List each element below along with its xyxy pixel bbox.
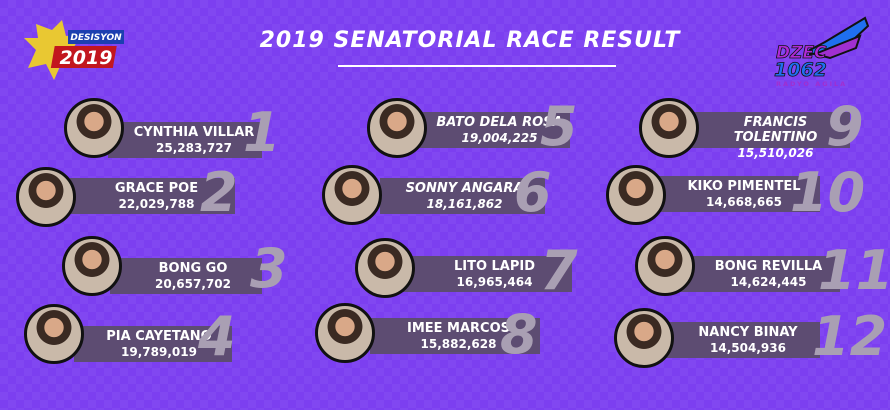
candidate-photo — [606, 165, 666, 225]
rank-number: 3 — [250, 237, 288, 300]
vote-count: 16,965,464 — [456, 275, 533, 289]
vote-count: 14,668,665 — [706, 195, 782, 209]
candidate-name: LITO LAPID — [453, 259, 536, 274]
result-bar: GRACE POE 22,029,788 — [70, 178, 235, 214]
result-bar: FRANCIS TOLENTINO 15,510,026 — [680, 112, 850, 160]
svg-text:DZEC: DZEC — [776, 43, 827, 63]
candidate-name: FRANCIS TOLENTINO — [733, 115, 818, 145]
rank-number: 8 — [500, 303, 538, 366]
vote-count: 19,004,225 — [461, 131, 538, 145]
rank-number: 4 — [198, 305, 236, 368]
result-bar: KIKO PIMENTEL 14,668,665 — [650, 176, 820, 212]
vote-count: 22,029,788 — [118, 197, 195, 211]
title-underline — [338, 65, 616, 67]
result-bar: BONG GO 20,657,702 — [110, 258, 262, 294]
candidate-photo — [322, 165, 382, 225]
candidate-name: CYNTHIA VILLAR — [133, 125, 255, 140]
candidate-photo — [367, 98, 427, 158]
candidate-name: BONG GO — [158, 261, 228, 276]
svg-text:RADYO AGILA: RADYO AGILA — [776, 80, 847, 86]
candidate-name: PIA CAYETANO — [106, 329, 212, 344]
vote-count: 14,504,936 — [710, 341, 786, 355]
dzec-radyo-agila-logo: DZEC 1062 RADYO AGILA — [774, 16, 870, 86]
result-bar: SONNY ANGARA 18,161,862 — [380, 178, 545, 214]
vote-count: 20,657,702 — [155, 277, 231, 291]
candidate-name: IMEE MARCOS — [406, 321, 511, 336]
rank-number: 7 — [540, 239, 578, 302]
candidate-name: KIKO PIMENTEL — [687, 179, 801, 194]
candidate-name: GRACE POE — [114, 181, 199, 196]
vote-count: 19,789,019 — [121, 345, 197, 359]
candidate-photo — [315, 303, 375, 363]
rank-number: 11 — [818, 239, 890, 302]
rank-number: 12 — [812, 305, 888, 368]
vote-count: 18,161,862 — [426, 197, 503, 211]
rank-number: 1 — [243, 101, 281, 164]
result-bar: CYNTHIA VILLAR 25,283,727 — [108, 122, 262, 158]
desisyon-ng-bayan-logo: DESISYON 2019 — [24, 20, 124, 80]
page-title: 2019 SENATORIAL RACE RESULT — [259, 28, 681, 53]
result-bar: LITO LAPID 16,965,464 — [400, 256, 572, 292]
candidate-photo — [64, 98, 124, 158]
result-bar: IMEE MARCOS 15,882,628 — [370, 318, 540, 354]
candidate-photo — [62, 236, 122, 296]
vote-count: 15,882,628 — [420, 337, 497, 351]
result-bar: NANCY BINAY 14,504,936 — [660, 322, 820, 358]
rank-number: 10 — [790, 161, 866, 224]
result-bar: BATO DELA ROSA 19,004,225 — [410, 112, 570, 148]
candidate-photo — [16, 167, 76, 227]
candidate-photo — [635, 236, 695, 296]
rank-number: 9 — [826, 95, 864, 158]
candidate-name: NANCY BINAY — [698, 325, 798, 340]
candidate-photo — [355, 238, 415, 298]
result-bar: PIA CAYETANO 19,789,019 — [74, 326, 232, 362]
svg-text:2019: 2019 — [60, 47, 113, 69]
candidate-photo — [24, 304, 84, 364]
vote-count: 25,283,727 — [156, 141, 232, 155]
candidate-name: SONNY ANGARA — [405, 181, 524, 196]
svg-text:1062: 1062 — [774, 59, 827, 81]
rank-number: 2 — [200, 161, 238, 224]
vote-count: 15,510,026 — [737, 146, 814, 160]
candidate-photo — [639, 98, 699, 158]
rank-number: 5 — [540, 95, 578, 158]
svg-text:DESISYON: DESISYON — [70, 33, 122, 43]
candidate-name: BONG REVILLA — [714, 259, 823, 274]
rank-number: 6 — [514, 161, 552, 224]
vote-count: 14,624,445 — [730, 275, 807, 289]
result-bar: BONG REVILLA 14,624,445 — [680, 256, 840, 292]
candidate-photo — [614, 308, 674, 368]
candidate-name: BATO DELA ROSA — [436, 115, 563, 130]
